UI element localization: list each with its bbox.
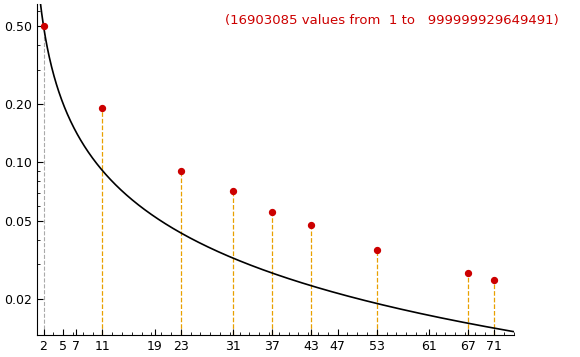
Text: (16903085 values from  1 to   999999929649491): (16903085 values from 1 to 9999999296494…	[226, 14, 559, 27]
Point	[267, 209, 277, 215]
Point	[490, 277, 499, 282]
Point	[176, 168, 186, 174]
Point	[463, 270, 473, 276]
Point	[307, 222, 316, 228]
Point	[372, 247, 382, 252]
Point	[39, 24, 48, 29]
Point	[98, 105, 107, 111]
Point	[229, 188, 238, 194]
